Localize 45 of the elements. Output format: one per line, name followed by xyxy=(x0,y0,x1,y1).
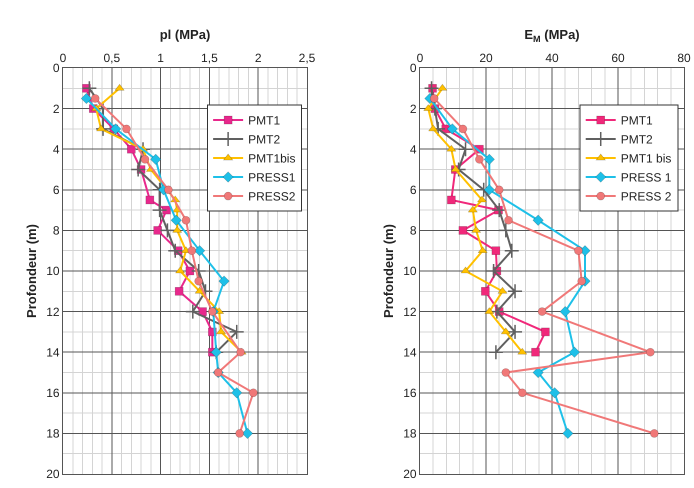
y-tick-label: 14 xyxy=(46,345,60,360)
y-tick-label: 10 xyxy=(403,264,417,278)
y-tick-label: 10 xyxy=(46,264,60,278)
y-tick-label: 16 xyxy=(46,386,60,400)
legend-label: PRESS 1 xyxy=(620,170,672,185)
legend-label: PMT1 xyxy=(248,114,280,128)
y-tick-label: 0 xyxy=(52,61,60,76)
x-tick-label: 1,5 xyxy=(201,51,218,66)
legend-label: PRESS 2 xyxy=(620,190,672,204)
y-axis-title: Profondeur (m) xyxy=(24,224,40,318)
legend-label: PMT1 bis xyxy=(620,152,672,166)
y-tick-label: 0 xyxy=(410,61,417,76)
y-tick-label: 2 xyxy=(52,102,60,116)
x-tick-label: 60 xyxy=(611,51,625,66)
y-tick-label: 4 xyxy=(410,142,417,156)
y-tick-label: 18 xyxy=(403,426,417,441)
x-tick-label: 2 xyxy=(254,51,262,66)
y-tick-label: 12 xyxy=(403,304,417,319)
y-tick-label: 6 xyxy=(410,183,417,197)
y-tick-label: 12 xyxy=(46,304,60,319)
y-axis-title: Profondeur (m) xyxy=(381,224,396,318)
x-tick-label: 20 xyxy=(479,51,493,66)
legend-label: PMT1bis xyxy=(248,152,296,166)
y-tick-label: 20 xyxy=(403,467,417,482)
x-axis-title: E$_{M}$ (MPa) xyxy=(524,27,580,44)
x-axis-title: pl (MPa) xyxy=(160,27,210,42)
x-tick-label: 2,5 xyxy=(298,51,316,66)
legend-label: PMT1 xyxy=(620,114,654,128)
y-tick-label: 8 xyxy=(410,224,417,238)
x-tick-label: 1 xyxy=(157,51,164,66)
x-tick-label: 80 xyxy=(677,51,691,66)
legend-label: PMT2 xyxy=(620,132,654,147)
y-tick-label: 8 xyxy=(52,224,60,238)
legend-label: PRESS1 xyxy=(248,170,296,185)
y-tick-label: 14 xyxy=(403,345,417,360)
x-tick-label: 0,5 xyxy=(103,51,120,66)
y-tick-label: 20 xyxy=(46,467,60,482)
y-tick-label: 16 xyxy=(403,386,417,400)
y-tick-label: 18 xyxy=(46,426,60,441)
legend-label: PRESS2 xyxy=(248,190,296,204)
y-tick-label: 4 xyxy=(52,142,60,156)
legend-label: PMT2 xyxy=(248,132,280,147)
y-tick-label: 2 xyxy=(410,102,417,116)
y-tick-label: 6 xyxy=(52,183,60,197)
x-tick-label: 40 xyxy=(545,51,559,66)
